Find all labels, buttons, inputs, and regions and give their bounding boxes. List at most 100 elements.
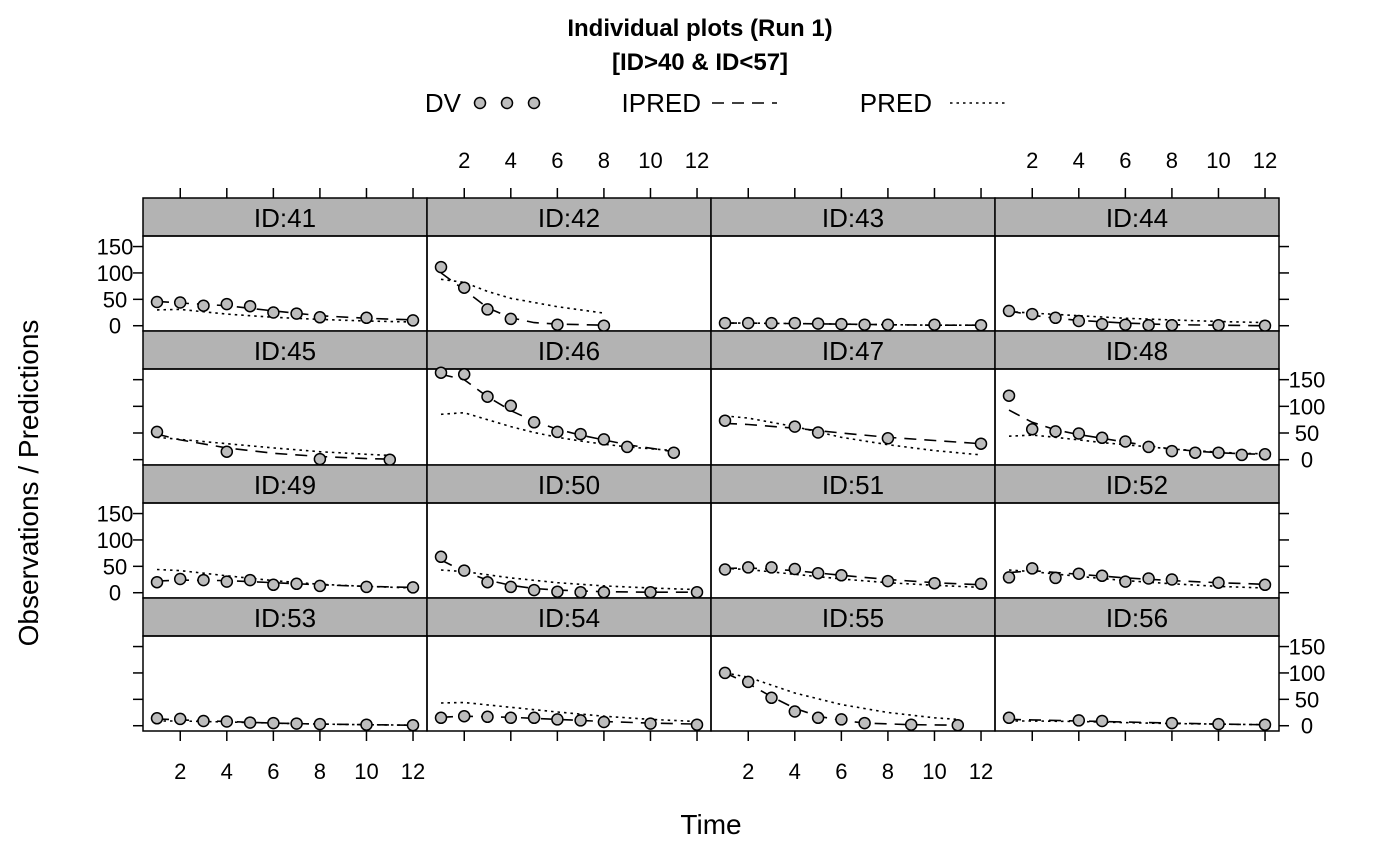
dv-point <box>667 446 681 459</box>
panel-id-48: ID:48 <box>994 330 1280 466</box>
y-tick-label: 0 <box>1301 714 1313 739</box>
legend-label-pred: PRED <box>860 88 932 118</box>
dv-point <box>360 311 373 325</box>
ipred-line <box>1008 718 1266 726</box>
x-tick-label: 8 <box>882 759 894 784</box>
dv-point <box>406 314 420 327</box>
x-tick-label: 10 <box>922 759 946 784</box>
x-axis-top-col-2: 2 4 6 8 10 12 <box>458 148 709 198</box>
panel-id-43: ID:43 <box>710 197 996 332</box>
dv-point <box>835 317 848 331</box>
dv-point <box>551 713 564 726</box>
x-tick-label: 2 <box>458 148 470 173</box>
y-tick-label: 100 <box>97 261 134 286</box>
panel-id-47: ID:47 <box>710 330 996 466</box>
pred-line <box>156 436 390 457</box>
dv-point <box>504 711 518 725</box>
dv-point <box>811 566 825 580</box>
legend-label-ipred: IPRED <box>622 88 701 118</box>
dv-point <box>1212 446 1225 459</box>
y-tick-label: 150 <box>1289 635 1326 660</box>
panel-strip <box>710 464 996 504</box>
panel-strip <box>142 464 428 504</box>
dv-point <box>1049 571 1062 585</box>
dv-point <box>150 712 164 725</box>
panel-strip-label: ID:54 <box>538 603 600 633</box>
y-tick-label: 100 <box>97 528 134 553</box>
dv-point <box>1119 435 1132 448</box>
x-tick-label: 6 <box>835 759 847 784</box>
dv-point <box>150 295 164 309</box>
dv-point <box>551 585 564 598</box>
ipred-line <box>440 715 698 725</box>
panel-id-52: ID:52 <box>994 464 1280 599</box>
dv-point <box>741 561 755 574</box>
panel-id-49: ID:49 <box>142 464 428 599</box>
dv-point <box>457 564 471 577</box>
panel-plot-area <box>994 635 1280 732</box>
dv-point <box>574 714 587 727</box>
x-tick-label: 10 <box>354 759 378 784</box>
panel-strip <box>710 330 996 370</box>
dv-point <box>313 579 327 593</box>
dv-point <box>644 585 657 599</box>
dv-point <box>434 366 448 379</box>
dv-point <box>406 581 420 594</box>
dv-point <box>974 437 988 450</box>
dv-point <box>1142 572 1155 585</box>
panel-strip <box>994 597 1280 637</box>
y-tick-label: 50 <box>103 554 127 579</box>
dv-point <box>1165 444 1179 458</box>
dv-point <box>928 576 941 590</box>
y-tick-label: 150 <box>97 502 134 527</box>
dv-point <box>527 416 541 429</box>
dv-point <box>928 318 941 331</box>
panel-strip-label: ID:45 <box>254 336 316 366</box>
ipred-line <box>1008 409 1266 456</box>
y-tick-label: 100 <box>1289 661 1326 686</box>
dv-point <box>788 316 802 330</box>
dv-point <box>1049 311 1062 325</box>
dv-point <box>1072 314 1086 328</box>
ipred-line <box>156 579 414 589</box>
dv-point <box>765 561 778 574</box>
y-axis-right-row-1 <box>1279 245 1289 327</box>
x-axis-label: Time <box>680 809 741 840</box>
dv-point <box>788 562 802 576</box>
x-tick-label: 2 <box>742 759 754 784</box>
y-tick-label: 0 <box>109 581 121 606</box>
panel-strip-label: ID:42 <box>538 203 600 233</box>
dv-point <box>406 718 420 732</box>
legend-key-dv-points <box>473 96 541 110</box>
panel-strip-label: ID:48 <box>1106 336 1168 366</box>
dv-point <box>765 316 778 330</box>
dv-point <box>1072 714 1086 727</box>
x-tick-label: 2 <box>174 759 186 784</box>
dv-point <box>434 550 448 564</box>
ipred-line <box>156 300 414 321</box>
panel-id-46: ID:46 <box>426 330 712 466</box>
panel-strip-label: ID:52 <box>1106 470 1168 500</box>
dv-point <box>173 712 187 726</box>
panel-id-42: ID:42 <box>426 197 712 332</box>
dv-point <box>220 575 234 588</box>
x-tick-label: 6 <box>267 759 279 784</box>
x-tick-label: 12 <box>401 759 425 784</box>
x-axis-top-col-4: 2 4 6 8 10 12 <box>1026 148 1277 198</box>
dv-point <box>290 577 303 591</box>
dv-point <box>360 580 373 594</box>
panel-id-53: ID:53 <box>142 597 428 732</box>
dv-point <box>1025 307 1039 321</box>
panel-plot-area <box>426 502 712 599</box>
panel-strip <box>994 464 1280 504</box>
x-tick-label: 8 <box>598 148 610 173</box>
dv-point <box>1258 319 1272 332</box>
dv-point <box>457 709 471 723</box>
dv-point <box>904 718 918 731</box>
dv-point <box>788 705 802 718</box>
x-axis-bottom-col-4 <box>1031 731 1266 741</box>
dv-point <box>597 319 611 332</box>
x-tick-label: 12 <box>685 148 709 173</box>
